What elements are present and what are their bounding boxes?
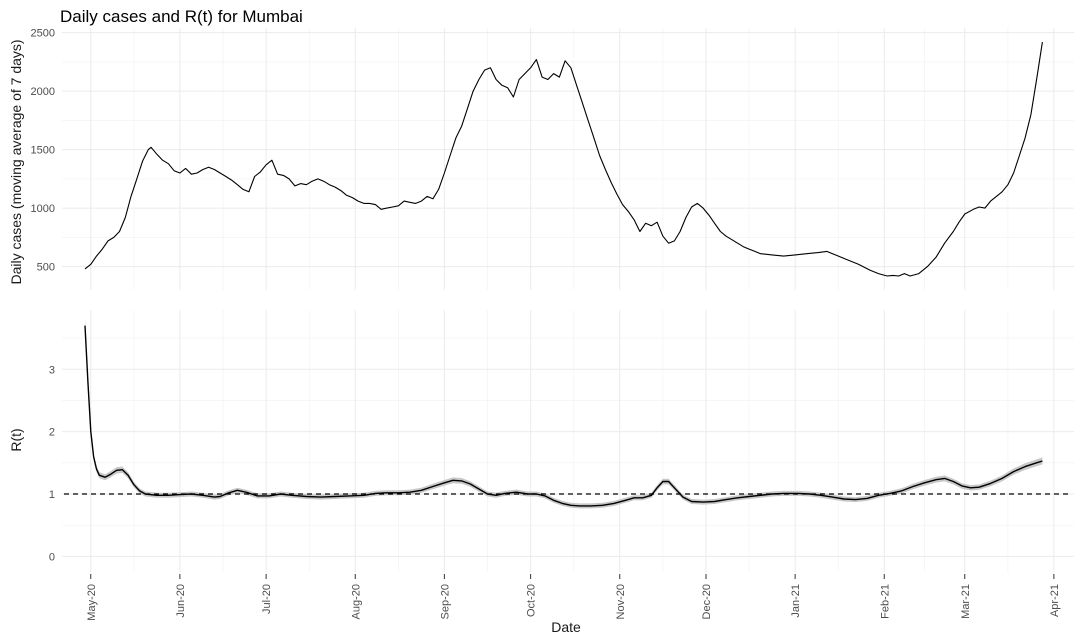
- x-tick-label: Apr-21: [1049, 584, 1061, 617]
- cases-y-tick-label: 1500: [31, 145, 55, 157]
- x-tick-label: Jan-21: [790, 584, 802, 618]
- x-tick-label: Nov-20: [615, 584, 627, 619]
- x-tick-label: Dec-20: [701, 584, 713, 619]
- rt-y-axis-title: R(t): [8, 428, 24, 451]
- x-tick-label: Aug-20: [350, 584, 362, 619]
- cases-panel: 500 1000 1500 2000 2500: [31, 28, 1074, 290]
- rt-confidence-ribbon: [85, 318, 1043, 509]
- x-axis: May-20 Jun-20 Jul-20 Aug-20 Sep-20 Oct-20 Nov-…: [86, 574, 1061, 621]
- cases-grid: [62, 28, 1074, 290]
- cases-y-axis: 500 1000 1500 2000 2500: [31, 28, 55, 274]
- cases-y-axis-title: Daily cases (moving average of 7 days): [8, 39, 24, 284]
- x-tick-label: Oct-20: [526, 584, 538, 617]
- rt-y-tick-label: 3: [49, 364, 55, 376]
- cases-y-tick-label: 1000: [31, 203, 55, 215]
- rt-y-axis: 0 1 2 3: [49, 364, 55, 563]
- x-tick-label: Sep-20: [439, 584, 451, 619]
- rt-series-line: [84, 325, 1043, 507]
- x-tick-label: Feb-21: [879, 584, 891, 619]
- x-tick-label: Mar-21: [960, 584, 972, 619]
- cases-series-line: [84, 41, 1043, 277]
- x-tick-label: Jul-20: [261, 584, 273, 614]
- x-axis-title: Date: [551, 619, 581, 635]
- cases-y-tick-label: 2500: [31, 28, 55, 40]
- rt-grid: [62, 310, 1074, 572]
- cases-y-tick-label: 500: [37, 262, 55, 274]
- cases-y-tick-label: 2000: [31, 86, 55, 98]
- rt-y-tick-label: 2: [49, 427, 55, 439]
- x-tick-label: May-20: [86, 584, 98, 621]
- rt-panel: 0 1 2 3 May-20 Jun-20 Jul-20 Aug-20 Sep-20 Oct-2…: [49, 310, 1074, 621]
- rt-y-tick-label: 1: [49, 489, 55, 501]
- rt-y-tick-label: 0: [49, 551, 55, 563]
- x-tick-label: Jun-20: [175, 584, 187, 618]
- chart-title: Daily cases and R(t) for Mumbai: [60, 7, 303, 26]
